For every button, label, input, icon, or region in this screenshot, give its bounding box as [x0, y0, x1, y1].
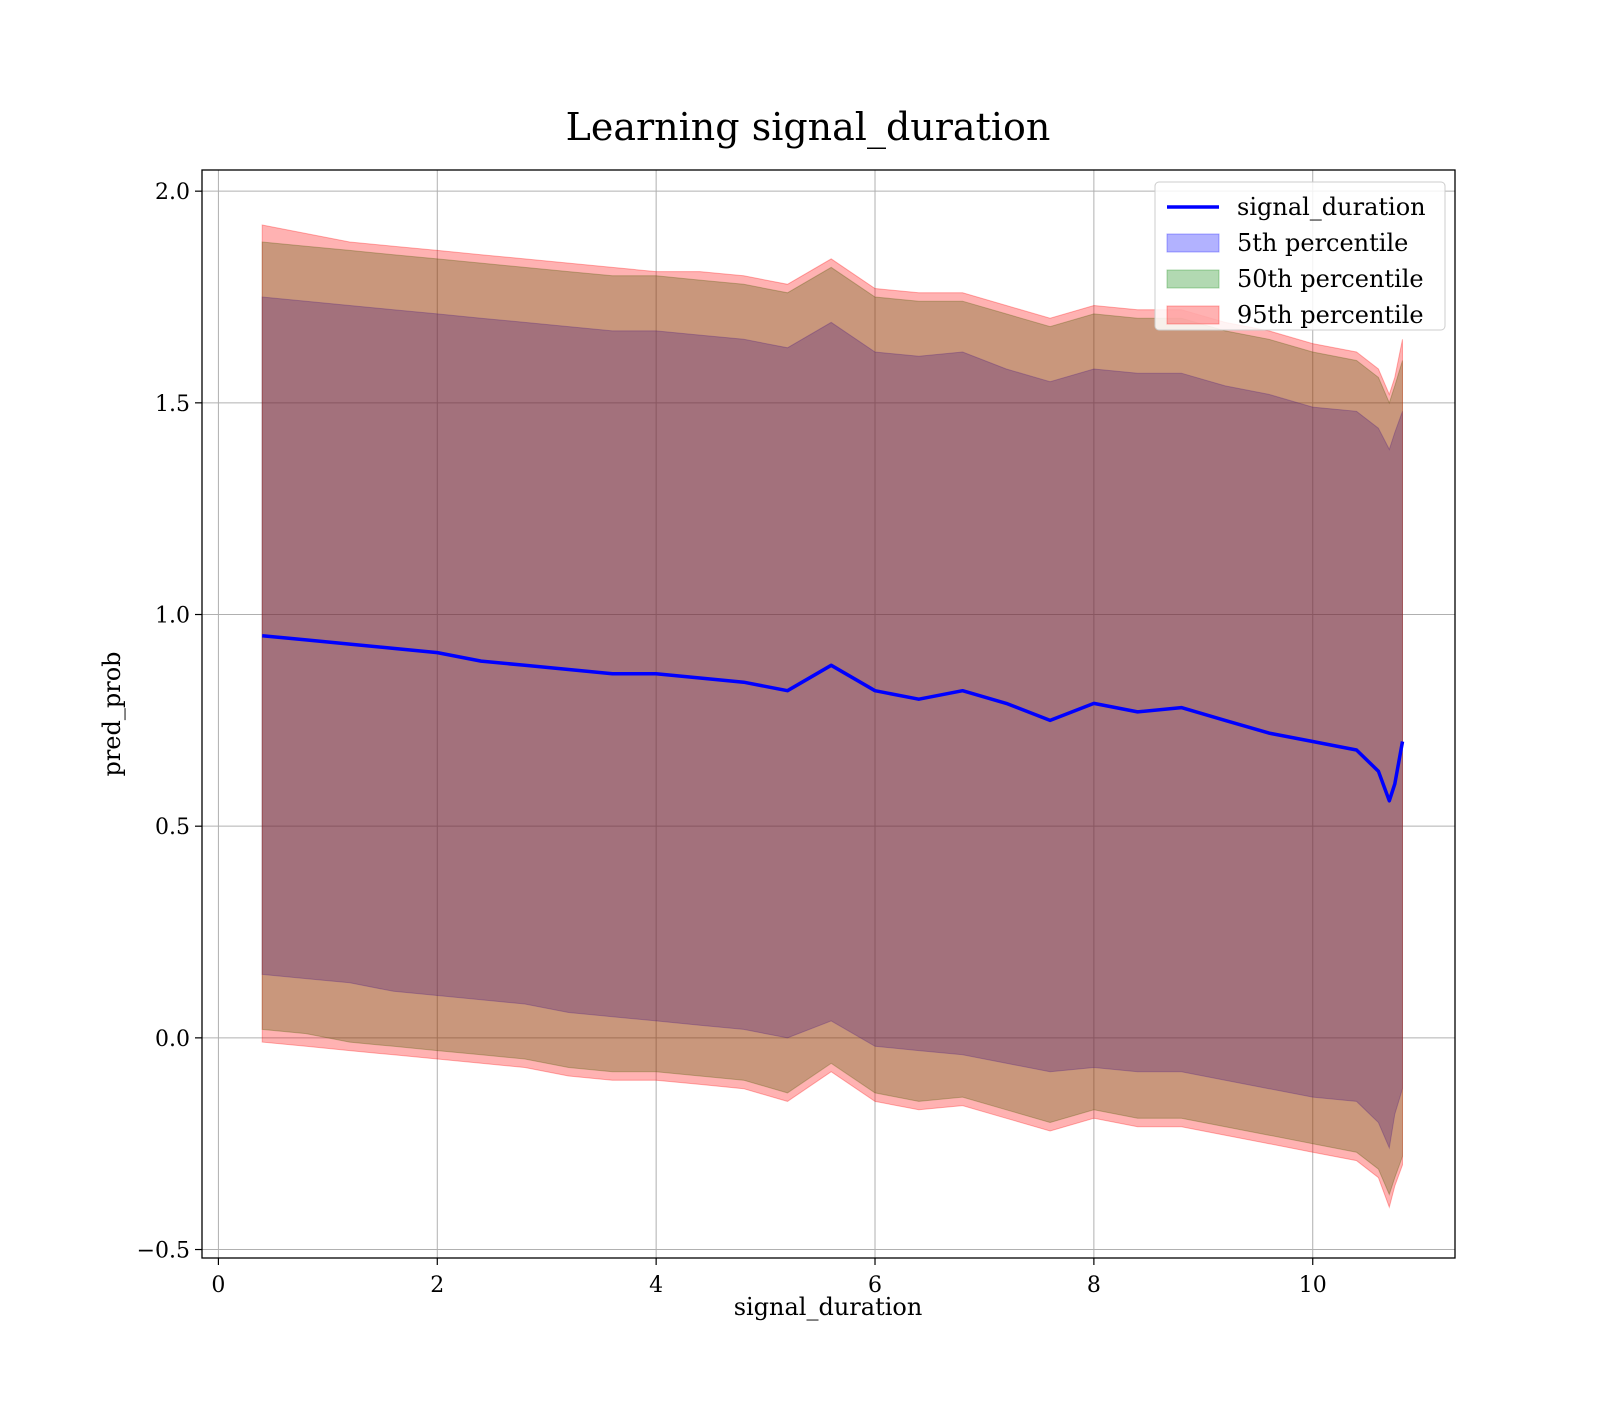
y-tick-label-1: 0.0	[155, 1027, 190, 1052]
x-axis-ticks: 0 2 4 6 8 10	[211, 1258, 1327, 1298]
y-axis-label: pred_prob	[98, 651, 126, 776]
legend-label-2: 50th percentile	[1237, 265, 1424, 293]
series-line-signal_duration	[262, 633, 1405, 803]
series-lines	[262, 633, 1405, 803]
band-5th-percentile	[261, 296, 1403, 1150]
legend-swatch-2	[1166, 269, 1220, 289]
band-50th-percentile	[261, 241, 1403, 1196]
chart-title: Learning signal_duration	[566, 105, 1051, 150]
plot-frame	[201, 169, 1456, 1259]
x-tick-label-5: 10	[1299, 1273, 1327, 1298]
x-tick-label-3: 6	[868, 1273, 882, 1298]
y-tick-label-4: 1.5	[155, 392, 190, 417]
y-tick-label-0: −0.5	[137, 1239, 190, 1264]
legend-box	[1154, 181, 1446, 331]
y-tick-label-3: 1.0	[155, 604, 190, 629]
legend-swatch-1	[1166, 233, 1220, 253]
legend: signal_duration 5th percentile 50th percen…	[1154, 181, 1446, 331]
y-tick-label-2: 0.5	[155, 815, 190, 840]
legend-label-1: 5th percentile	[1237, 229, 1408, 257]
legend-swatch-3	[1166, 305, 1220, 325]
x-tick-label-1: 2	[430, 1273, 444, 1298]
x-tick-label-2: 4	[649, 1273, 663, 1298]
y-axis-ticks: −0.5 0.0 0.5 1.0 1.5 2.0	[137, 180, 202, 1264]
percentile-bands	[261, 224, 1403, 1209]
y-tick-label-5: 2.0	[155, 180, 190, 205]
band-95th-percentile	[261, 224, 1403, 1209]
grid-lines	[202, 170, 1455, 1258]
x-tick-label-0: 0	[211, 1273, 225, 1298]
x-axis-label: signal_duration	[734, 1293, 923, 1321]
x-tick-label-4: 8	[1087, 1273, 1101, 1298]
legend-label-3: 95th percentile	[1237, 301, 1424, 329]
legend-label-0: signal_duration	[1237, 193, 1426, 221]
